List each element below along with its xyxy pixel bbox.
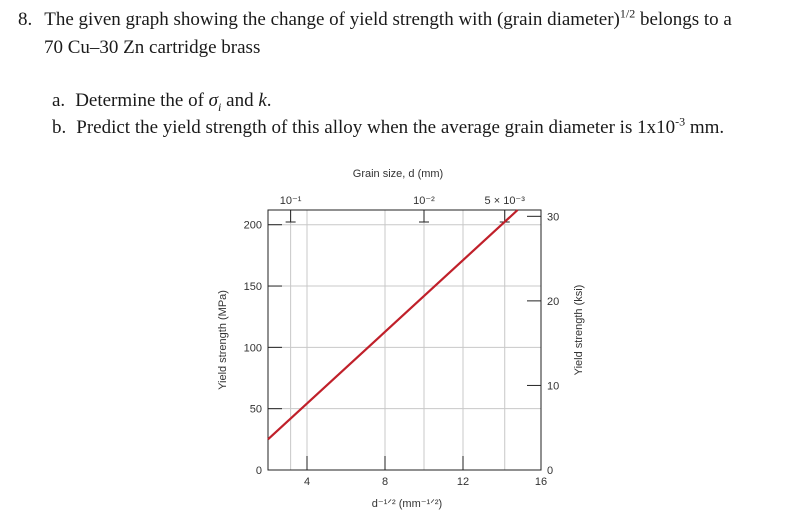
part-a-text: Determine the of [75, 90, 209, 111]
x-tick-label: 12 [457, 476, 469, 488]
problem-intro-text: The given graph showing the change of yi… [44, 9, 620, 30]
top-axis-title: Grain size, d (mm) [353, 168, 443, 180]
series-layer [267, 209, 519, 441]
part-a-k: k [258, 90, 267, 111]
y-tick-label-left: 150 [244, 281, 262, 293]
grid-lines [268, 210, 541, 470]
y-tick-label-right: 10 [547, 380, 559, 392]
x-tick-label: 8 [382, 476, 388, 488]
y-tick-label-right: 30 [547, 211, 559, 223]
problem-number: 8. [18, 9, 33, 30]
x-axis-label: d⁻¹ᐟ² (mm⁻¹ᐟ²) [372, 498, 442, 510]
part-a-period: . [266, 90, 272, 111]
part-a: a. Determine the of σi and k. [52, 90, 272, 118]
problem-intro-tail: belongs to a [635, 9, 732, 30]
part-b-exponent: -3 [675, 114, 686, 129]
y-tick-label-left: 0 [256, 465, 262, 477]
plot-frame [267, 209, 542, 471]
part-b: b. Predict the yield strength of this all… [52, 114, 725, 139]
part-b-label: b. [52, 117, 67, 138]
part-a-and: and [221, 90, 259, 111]
axis-ticks: 4 8 12 16 10⁻¹ 10⁻² 5 × 10⁻³ 0 50 100 150 200 0 10 20 3… [244, 195, 560, 488]
part-a-label: a. [52, 90, 66, 111]
yield-strength-line [267, 209, 519, 441]
y-tick-label-right: 0 [547, 465, 553, 477]
top-tick-label: 5 × 10⁻³ [485, 195, 526, 207]
y-tick-label-left: 200 [244, 220, 262, 232]
y-tick-label-right: 20 [547, 296, 559, 308]
x-tick-label: 16 [535, 476, 547, 488]
part-b-text: Predict the yield strength of this alloy… [76, 117, 676, 138]
top-tick-label: 10⁻¹ [280, 195, 302, 207]
y-tick-label-left: 100 [244, 342, 262, 354]
x-tick-label: 4 [304, 476, 310, 488]
part-a-sigma-sub: i [218, 99, 222, 114]
top-tick-label: 10⁻² [413, 195, 435, 207]
problem-intro: 8. The given graph showing the change of … [18, 6, 732, 31]
part-a-sigma: σ [208, 90, 219, 111]
part-b-tail: mm. [685, 117, 725, 138]
problem-material: 70 Cu–30 Zn cartridge brass [44, 37, 261, 58]
problem-intro-exponent: 1/2 [619, 6, 636, 21]
y-tick-label-left: 50 [250, 404, 262, 416]
y-axis-label-right: Yield strength (ksi) [573, 285, 585, 376]
y-axis-label-left: Yield strength (MPa) [217, 290, 229, 390]
